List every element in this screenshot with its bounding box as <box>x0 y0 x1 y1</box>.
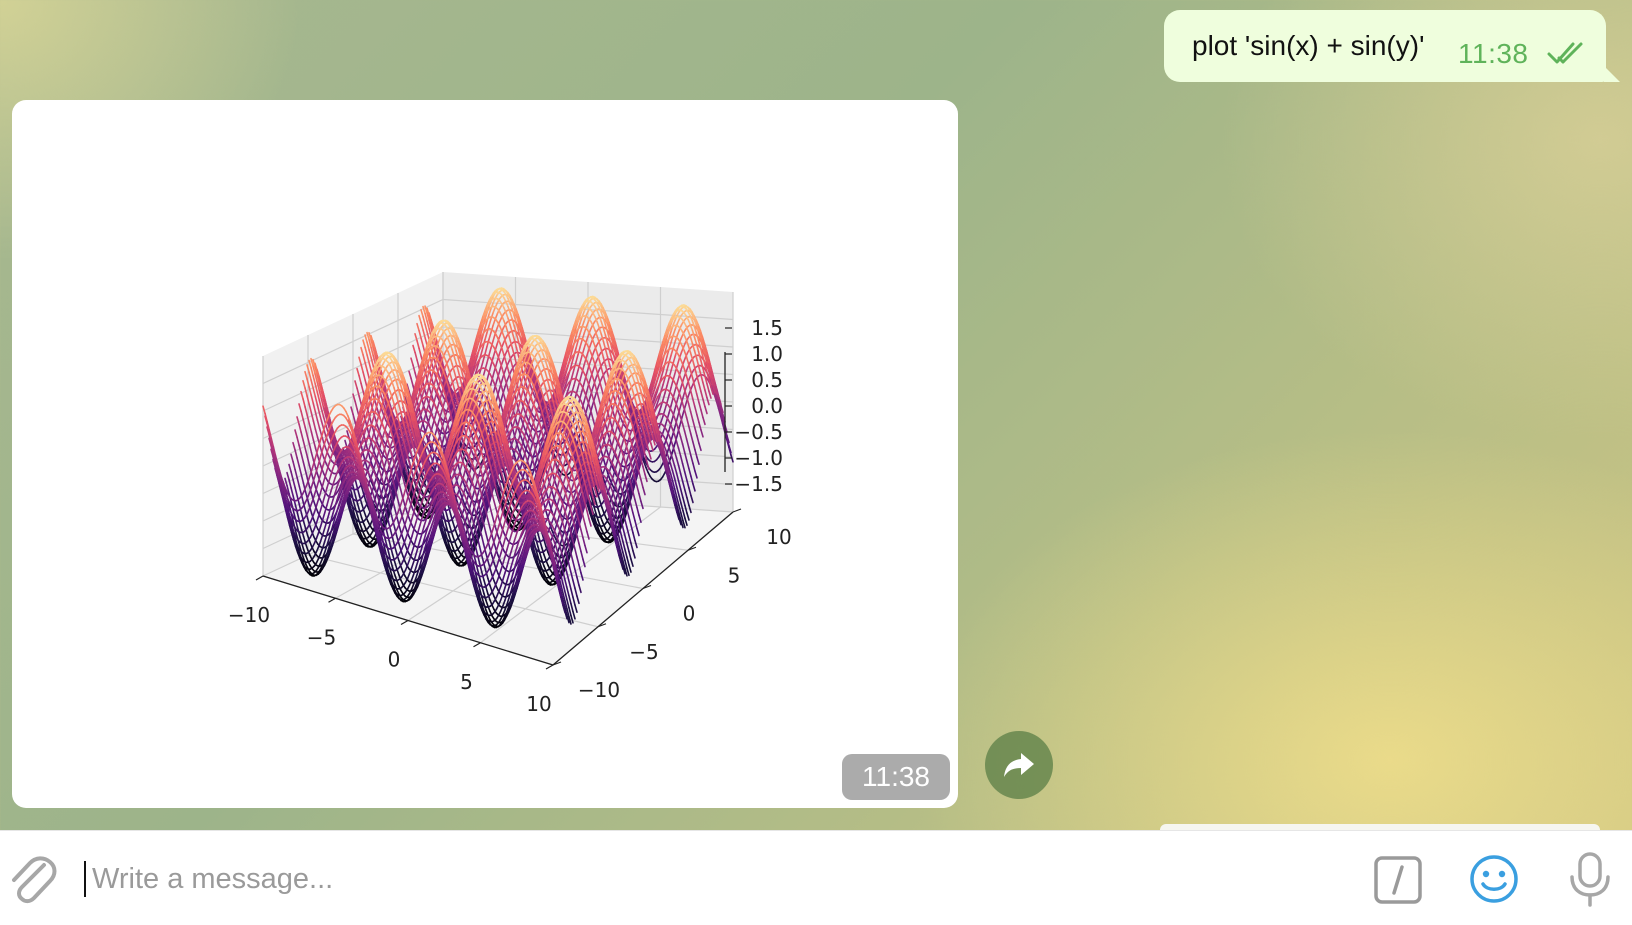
outgoing-message-text: plot 'sin(x) + sin(y)' <box>1192 30 1424 62</box>
bubble-tail <box>1604 66 1620 82</box>
outgoing-message-bubble[interactable]: plot 'sin(x) + sin(y)' 11:38 <box>1164 10 1606 82</box>
surface-plot: −10−50510−10−505101.51.00.50.0−0.5−1.0−1… <box>12 100 958 808</box>
double-check-icon <box>1547 40 1591 66</box>
outgoing-message-time: 11:38 <box>1458 38 1529 70</box>
